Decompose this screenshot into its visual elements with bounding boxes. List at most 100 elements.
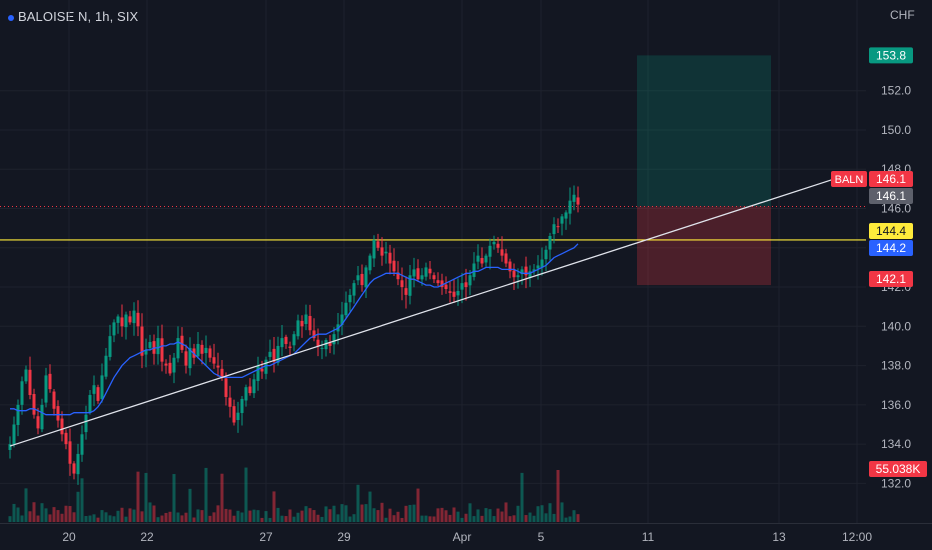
volume-bar [184,512,188,522]
volume-bar [404,505,408,522]
candle-body [204,347,208,354]
candle-body [320,347,324,349]
price-tick-label: 132.0 [881,476,911,490]
volume-bar [528,512,532,522]
price-tick-label: 138.0 [881,359,911,373]
candle-body [116,316,120,323]
candle-body [396,272,400,280]
volume-bar [148,502,152,522]
status-dot-icon [8,14,14,21]
candle-body [148,342,152,348]
candle-body [544,249,548,260]
volume-bar [132,509,136,522]
volume-bar [48,514,52,522]
svg-text:142.1: 142.1 [876,272,906,286]
price-tick-label: 146.0 [881,202,911,216]
volume-bar [356,484,360,522]
volume-bar [20,515,24,522]
volume-bar [72,512,76,522]
candle-body [144,349,148,355]
candle-body [452,291,456,297]
svg-text:146.1: 146.1 [876,189,906,203]
volume-bar [476,509,480,522]
volume-bar [212,512,216,522]
long-position-tool[interactable] [637,55,771,286]
candlestick-series [8,185,580,485]
volume-bar [320,516,324,522]
candle-body [432,275,436,280]
volume-bar [292,516,296,522]
candle-body [388,252,392,264]
candle-body [476,255,480,262]
time-tick-label: 13 [772,530,786,544]
candle-body [180,335,184,350]
candle-body [576,197,580,205]
volume-bar [348,516,352,522]
volume-bar [116,510,120,522]
candle-body [408,275,412,296]
candle-body [540,259,544,268]
volume-badge: 55.038K [869,461,927,477]
candle-body [328,342,332,346]
candle-body [500,249,504,256]
chart-title[interactable]: BALOISE N, 1h, SIX [8,9,138,24]
volume-bar [284,516,288,522]
volume-bar [344,505,348,522]
volume-bar [84,515,88,522]
volume-bar [224,508,228,522]
candle-body [272,348,276,362]
candle-body [104,355,108,377]
ma-badge: 144.2 [869,240,913,256]
volume-bar [248,510,252,522]
candle-body [88,395,92,413]
volume-bar [524,515,528,522]
candle-body [440,280,444,288]
candle-body [288,346,292,348]
volume-bar [276,507,280,522]
svg-text:144.4: 144.4 [876,224,906,238]
volume-bar [576,514,580,522]
time-scale-bg[interactable] [0,524,932,550]
volume-bar [388,508,392,522]
candle-body [468,275,472,286]
candle-body [60,418,64,435]
candle-body [424,267,428,277]
volume-bar [516,505,520,522]
candle-body [412,269,416,277]
volume-bar [532,515,536,522]
price-scale-bg[interactable] [866,0,932,524]
volume-bar [220,473,224,522]
candle-body [72,463,76,474]
volume-bar [572,510,576,522]
candle-body [28,369,32,396]
candle-body [528,271,532,279]
volume-bar [172,474,176,522]
candle-body [156,338,160,355]
candle-body [196,343,200,357]
loss-zone [637,206,771,286]
volume-bar [252,509,256,522]
stop-badge: 142.1 [869,271,913,287]
trendline-drawing[interactable] [9,178,835,447]
horizontal-levels[interactable] [0,206,866,241]
volume-bar [332,505,336,522]
volume-bar [492,516,496,522]
candle-body [12,424,16,445]
volume-bar [32,502,36,522]
symbol-badge: BALN [831,171,867,187]
volume-bar [264,511,268,522]
volume-bar [400,517,404,522]
candle-body [32,394,36,415]
volume-bar [192,517,196,522]
candle-body [244,387,248,401]
volume-bar [40,503,44,522]
candle-body [316,339,320,346]
currency-label: CHF [890,8,915,22]
volume-bar [428,516,432,522]
candle-body [212,357,216,364]
candle-body [220,368,224,378]
candle-body [356,275,360,281]
symbol-line: BALOISE N, 1h, SIX [18,9,139,24]
